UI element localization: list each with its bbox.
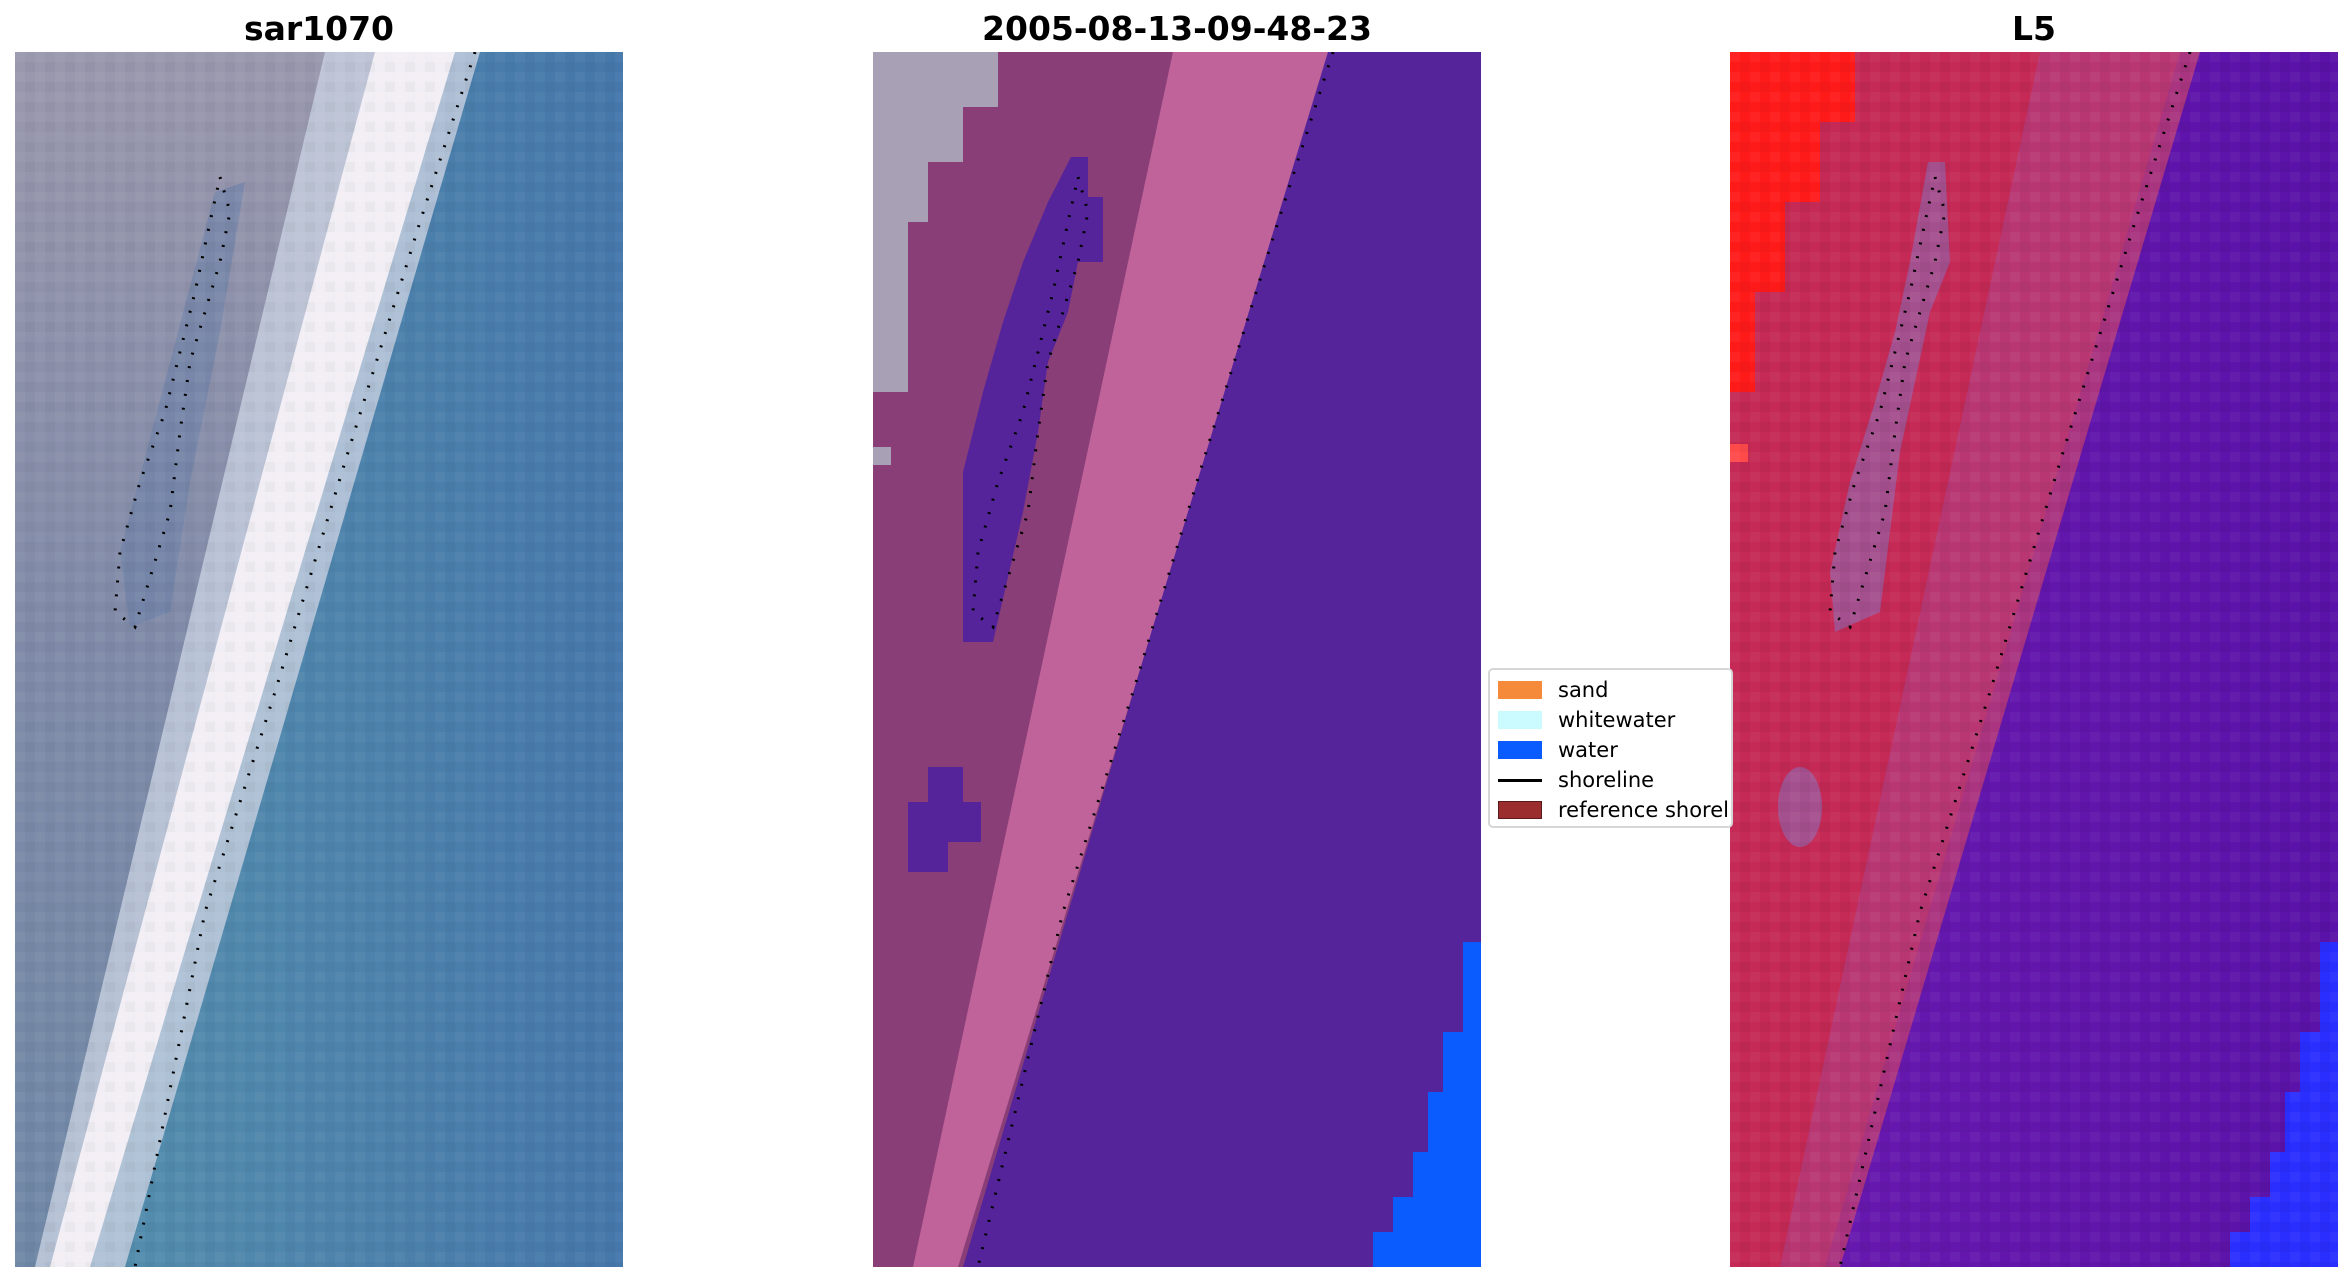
classified-image [873,52,1481,1267]
sar-pixel-texture [15,52,623,1267]
class-trough-contour [971,176,1090,630]
class-gray-pixel [873,447,891,465]
class-water [1373,942,1481,1267]
sar-image-panel [15,52,623,1267]
class-patch [908,767,981,872]
class-pink-band [913,52,1328,1267]
classified-image-panel [873,52,1481,1267]
class-trough [963,157,1103,642]
legend-swatch-whitewater [1498,711,1542,729]
panel-title-l5: L5 [2012,9,2056,48]
legend-item-whitewater: whitewater [1498,707,1675,733]
panel-title-sar: sar1070 [243,9,395,48]
legend-label-water: water [1558,738,1618,762]
legend-swatch-sand [1498,681,1542,699]
legend-swatch-reference-shoreline [1498,801,1542,819]
l5-image-panel [1730,52,2338,1267]
legend-swatch-water [1498,741,1542,759]
legend-label-reference-shoreline: reference shoreline [1558,798,1731,822]
l5-trough-contour [1828,176,1947,630]
legend-item-shoreline: shoreline [1498,767,1654,793]
l5-image [1730,52,2338,1267]
class-land-gray [873,52,998,392]
legend-label-whitewater: whitewater [1558,708,1676,732]
legend: sand whitewater water shoreline referenc… [1488,668,1733,828]
legend-item-sand: sand [1498,677,1608,703]
legend-item-water: water [1498,737,1618,763]
sar-trough-contour [113,176,232,630]
l5-pixel-texture [1730,52,2338,1267]
panel-title-date: 2005-08-13-09-48-23 [982,9,1372,48]
legend-label-sand: sand [1558,678,1609,702]
legend-item-reference-shoreline: reference shoreline [1498,797,1731,823]
legend-line-shoreline [1498,778,1542,782]
sar-image [15,52,623,1267]
legend-label-shoreline: shoreline [1558,768,1655,792]
